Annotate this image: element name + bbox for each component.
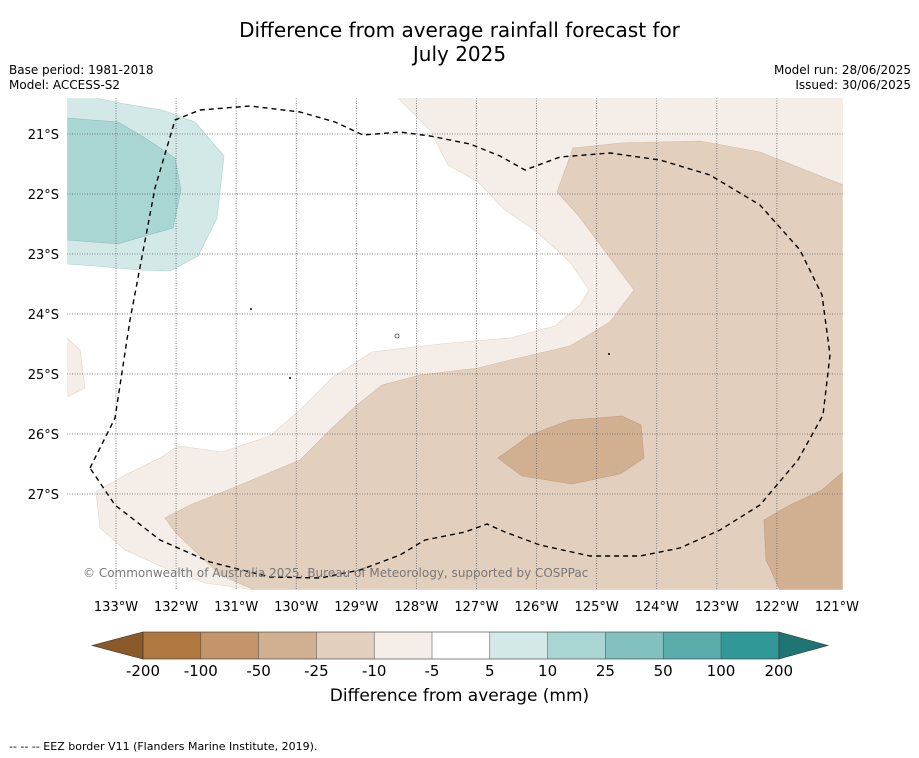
lon-label: 126°W — [514, 600, 558, 615]
lon-label: 128°W — [394, 600, 438, 615]
lat-label: 25°S — [28, 368, 59, 383]
lat-label: 22°S — [28, 188, 59, 203]
longitude-labels: 133°W 132°W 131°W 130°W 129°W 128°W 127°W 126°W… — [94, 600, 859, 615]
colorbar-arrow-right — [778, 631, 830, 660]
dry-25-50-patch-corner — [763, 471, 843, 590]
lon-label: 124°W — [635, 600, 679, 615]
page-title: Difference from average rainfall forecas… — [0, 18, 919, 66]
lon-label: 121°W — [815, 600, 859, 615]
colorbar-tick-label: -50 — [246, 662, 271, 680]
eez-border-line — [89, 105, 831, 579]
map-gridlines — [67, 98, 843, 590]
colorbar-tick-label: -25 — [304, 662, 329, 680]
colorbar-segment — [432, 632, 490, 659]
base-period: Base period: 1981-2018 — [9, 63, 154, 77]
rainfall-contours — [67, 98, 843, 590]
dry-5-10-patch — [67, 337, 86, 398]
colorbar-tick-label: -200 — [126, 662, 160, 680]
dry-10-25-region — [164, 140, 843, 590]
colorbar-segment — [258, 632, 317, 659]
colorbar-label: Difference from average (mm) — [329, 686, 590, 706]
colorbar-segment — [143, 632, 201, 659]
lon-label: 130°W — [274, 600, 318, 615]
lon-label: 132°W — [154, 600, 198, 615]
issued-date: Issued: 30/06/2025 — [795, 78, 911, 92]
map-figure: © Commonwealth of Australia 2025, Bureau… — [28, 97, 859, 680]
title-line-2: July 2025 — [412, 42, 507, 66]
copyright-text: © Commonwealth of Australia 2025, Bureau… — [83, 566, 588, 580]
colorbar-tick-label: 50 — [654, 662, 673, 680]
wet-10-25-region — [67, 117, 182, 245]
colorbar-tick-label: 100 — [707, 662, 736, 680]
lat-label: 27°S — [28, 488, 59, 503]
lon-label: 129°W — [334, 600, 378, 615]
lon-label: 125°W — [575, 600, 619, 615]
dry-25-50-patch-center — [497, 415, 645, 485]
lon-label: 131°W — [214, 600, 258, 615]
meta-left: Base period: 1981-2018 Model: ACCESS-S2 — [9, 63, 154, 93]
lon-label: 133°W — [94, 600, 138, 615]
title-line-1: Difference from average rainfall forecas… — [239, 18, 680, 42]
lat-label: 26°S — [28, 428, 59, 443]
lon-label: 123°W — [695, 600, 739, 615]
latitude-labels: 21°S 22°S 23°S 24°S 25°S 26°S 27°S — [28, 128, 59, 503]
lat-label: 23°S — [28, 248, 59, 263]
colorbar-segment — [547, 632, 606, 659]
colorbar-segment — [316, 632, 375, 659]
colorbar-segment — [374, 632, 432, 659]
colorbar-tick-label: -10 — [362, 662, 387, 680]
colorbar-tick-label: 10 — [538, 662, 557, 680]
model-name: Model: ACCESS-S2 — [9, 78, 121, 92]
model-run: Model run: 28/06/2025 — [773, 63, 911, 77]
colorbar-tick-label: 200 — [764, 662, 793, 680]
colorbar-arrow-left — [90, 631, 144, 660]
colorbar-segment — [663, 632, 721, 659]
colorbar-tick-label: 5 — [485, 662, 495, 680]
colorbar-segment — [200, 632, 259, 659]
meta-right: Model run: 28/06/2025 Issued: 30/06/2025 — [774, 63, 911, 93]
colorbar-tick-label: -100 — [184, 662, 218, 680]
colorbar-segment — [489, 632, 548, 659]
eez-legend-note: -- -- -- EEZ border V11 (Flanders Marine… — [9, 740, 318, 753]
colorbar: -200 -100 -50 -25 -10 -5 5 10 25 50 100 200 — [90, 631, 830, 680]
lon-label: 122°W — [755, 600, 799, 615]
colorbar-tick-label: 25 — [596, 662, 615, 680]
colorbar-segment — [605, 632, 664, 659]
lon-label: 127°W — [454, 600, 498, 615]
colorbar-segment — [721, 632, 779, 659]
lat-label: 21°S — [28, 128, 59, 143]
lat-label: 24°S — [28, 308, 59, 323]
colorbar-tick-label: -5 — [425, 662, 440, 680]
